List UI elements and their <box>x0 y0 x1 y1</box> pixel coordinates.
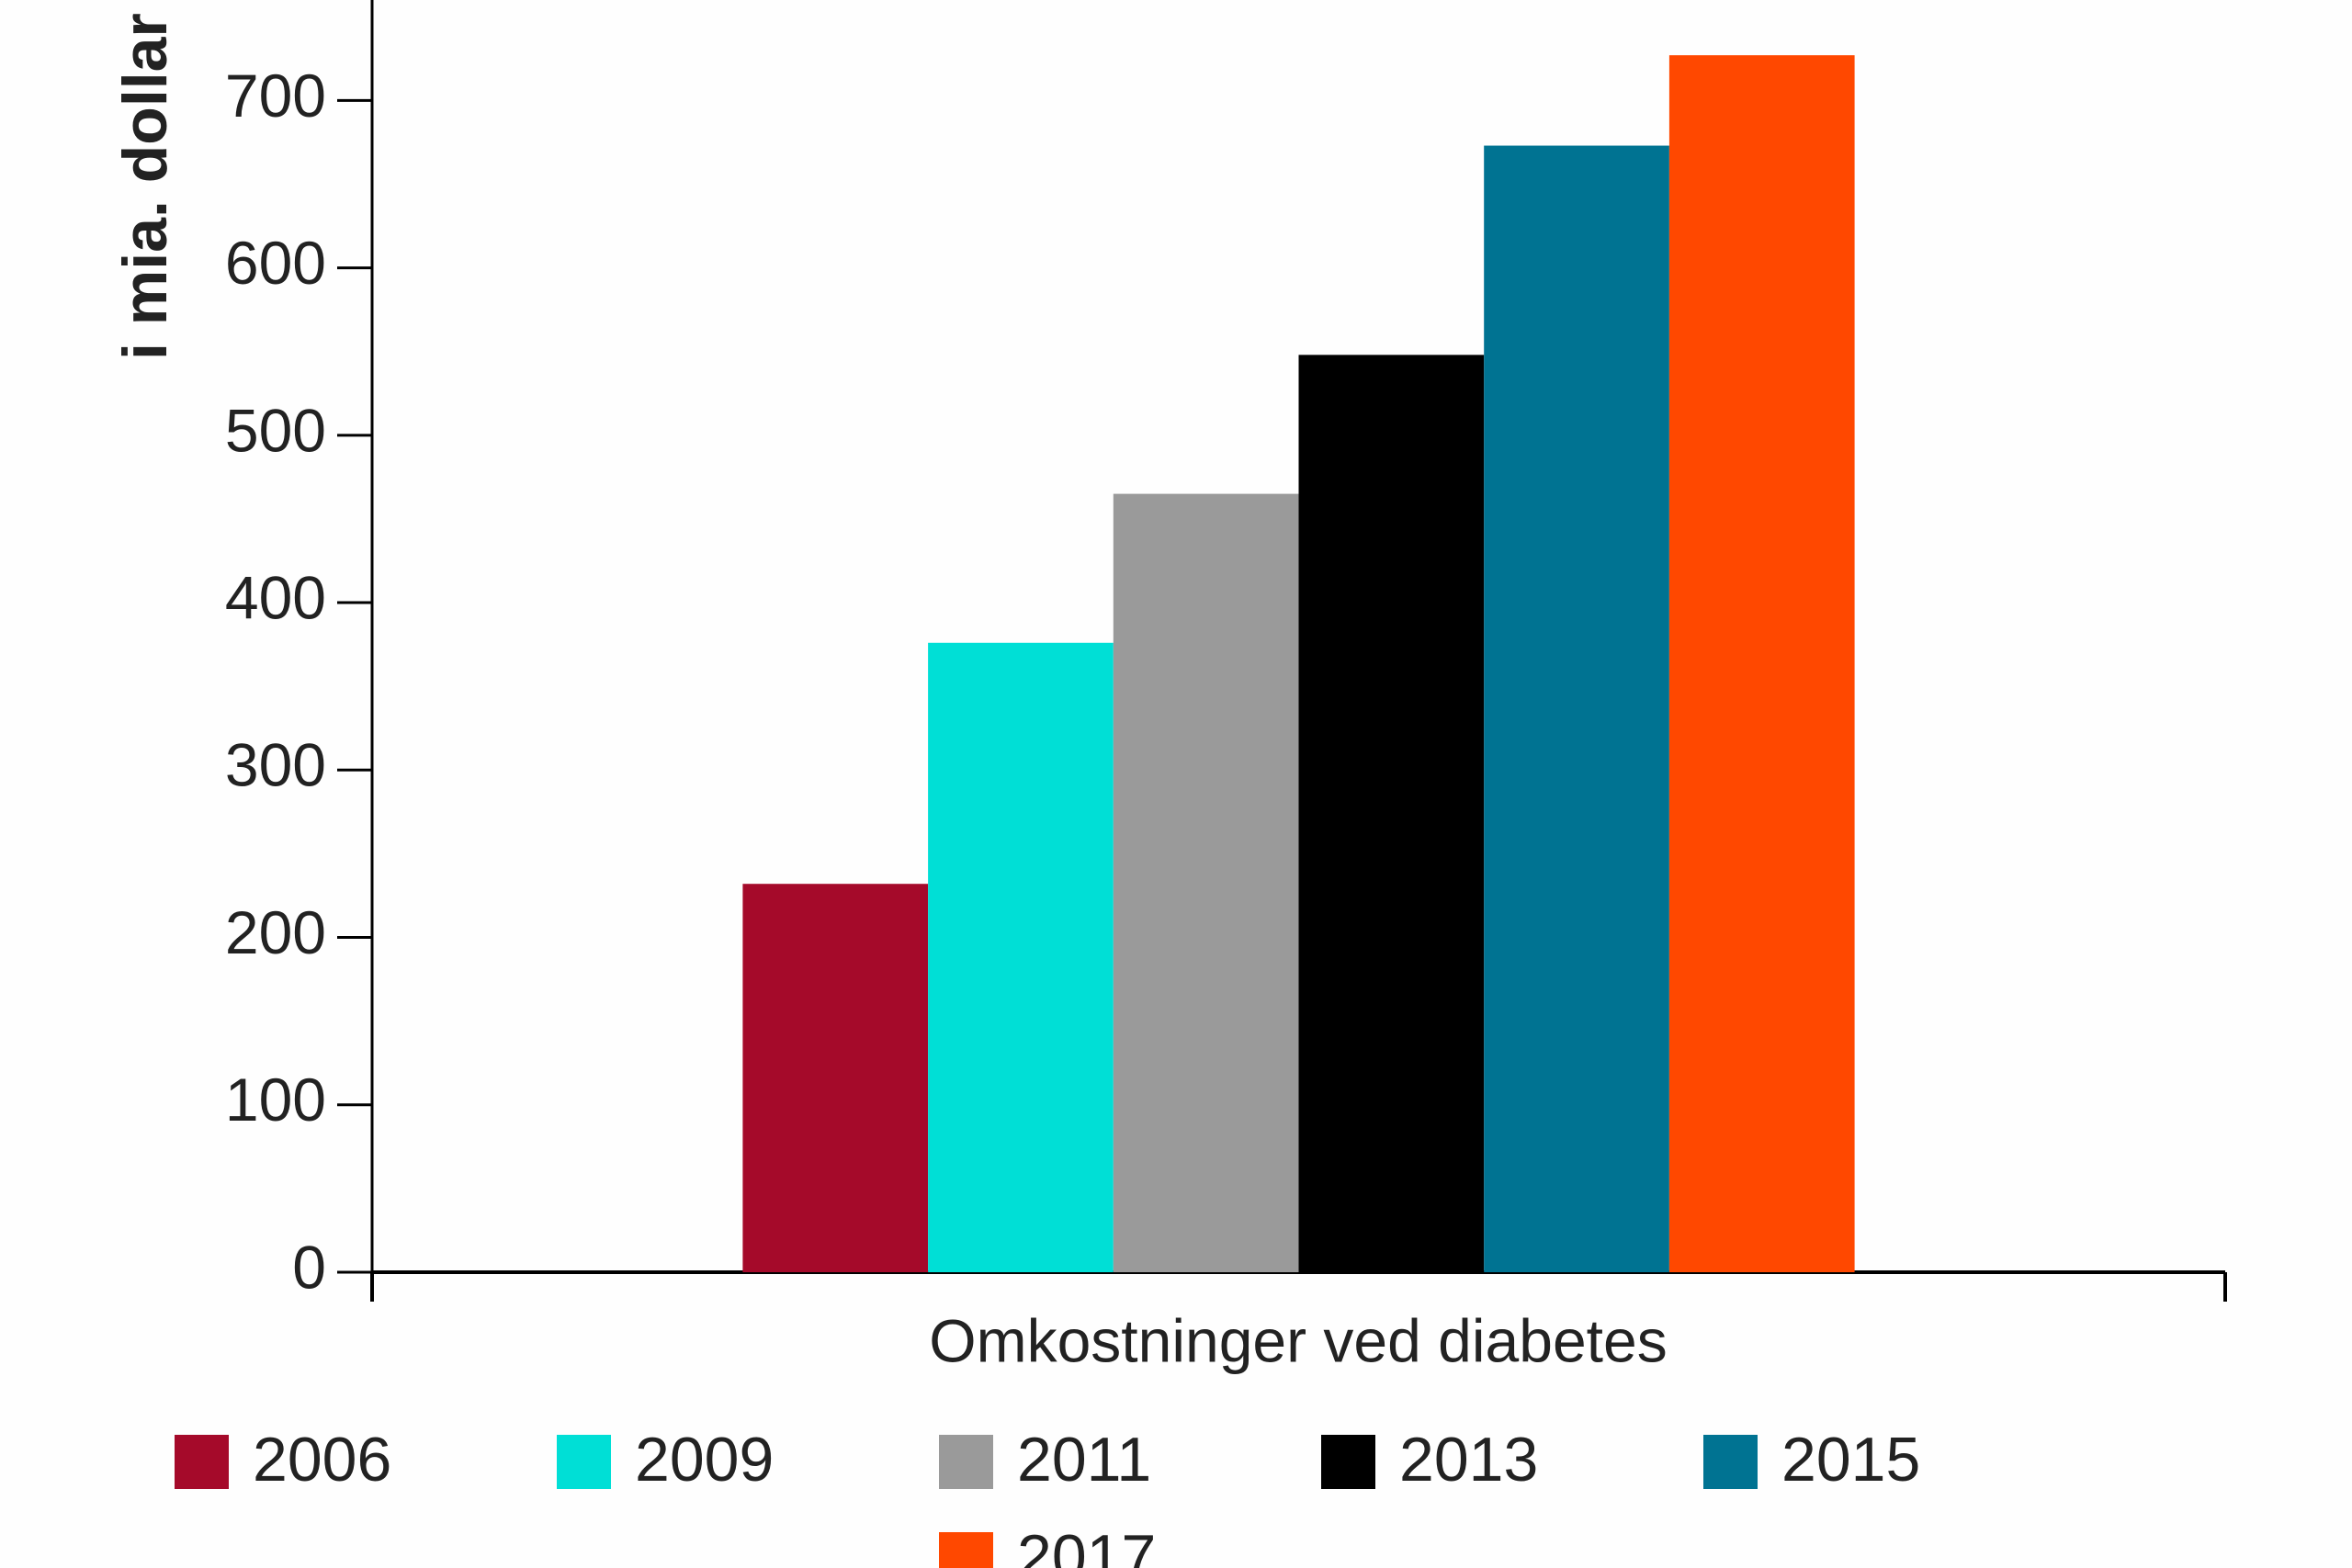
legend-swatch <box>175 1435 229 1489</box>
y-tick-label: 0 <box>292 1233 326 1301</box>
legend-label: 2009 <box>635 1425 774 1495</box>
bar <box>1668 55 1855 1272</box>
legend-swatch <box>939 1435 993 1489</box>
bar <box>928 642 1114 1272</box>
legend-label: 2017 <box>1017 1522 1156 1568</box>
legend-label: 2006 <box>253 1425 391 1495</box>
legend-label: 2011 <box>1017 1425 1151 1495</box>
bar <box>742 884 929 1272</box>
legend-label: 2015 <box>1781 1425 1920 1495</box>
legend-swatch <box>1703 1435 1758 1489</box>
bar <box>1298 355 1485 1272</box>
bar <box>1113 493 1299 1272</box>
legend-swatch <box>557 1435 611 1489</box>
y-tick-label: 400 <box>225 563 326 631</box>
bar <box>1484 145 1669 1273</box>
y-tick-label: 200 <box>225 898 326 966</box>
legend-label: 2013 <box>1399 1425 1538 1495</box>
y-tick-label: 300 <box>225 731 326 799</box>
y-tick-label: 600 <box>225 229 326 297</box>
y-axis-label: i mia. dollar <box>110 13 180 360</box>
legend-swatch <box>939 1532 993 1568</box>
legend-swatch <box>1321 1435 1375 1489</box>
y-tick-label: 100 <box>225 1066 326 1134</box>
y-tick-label: 500 <box>225 396 326 464</box>
y-tick-label: 700 <box>225 62 326 130</box>
x-axis-label: Omkostninger ved diabetes <box>929 1306 1667 1374</box>
